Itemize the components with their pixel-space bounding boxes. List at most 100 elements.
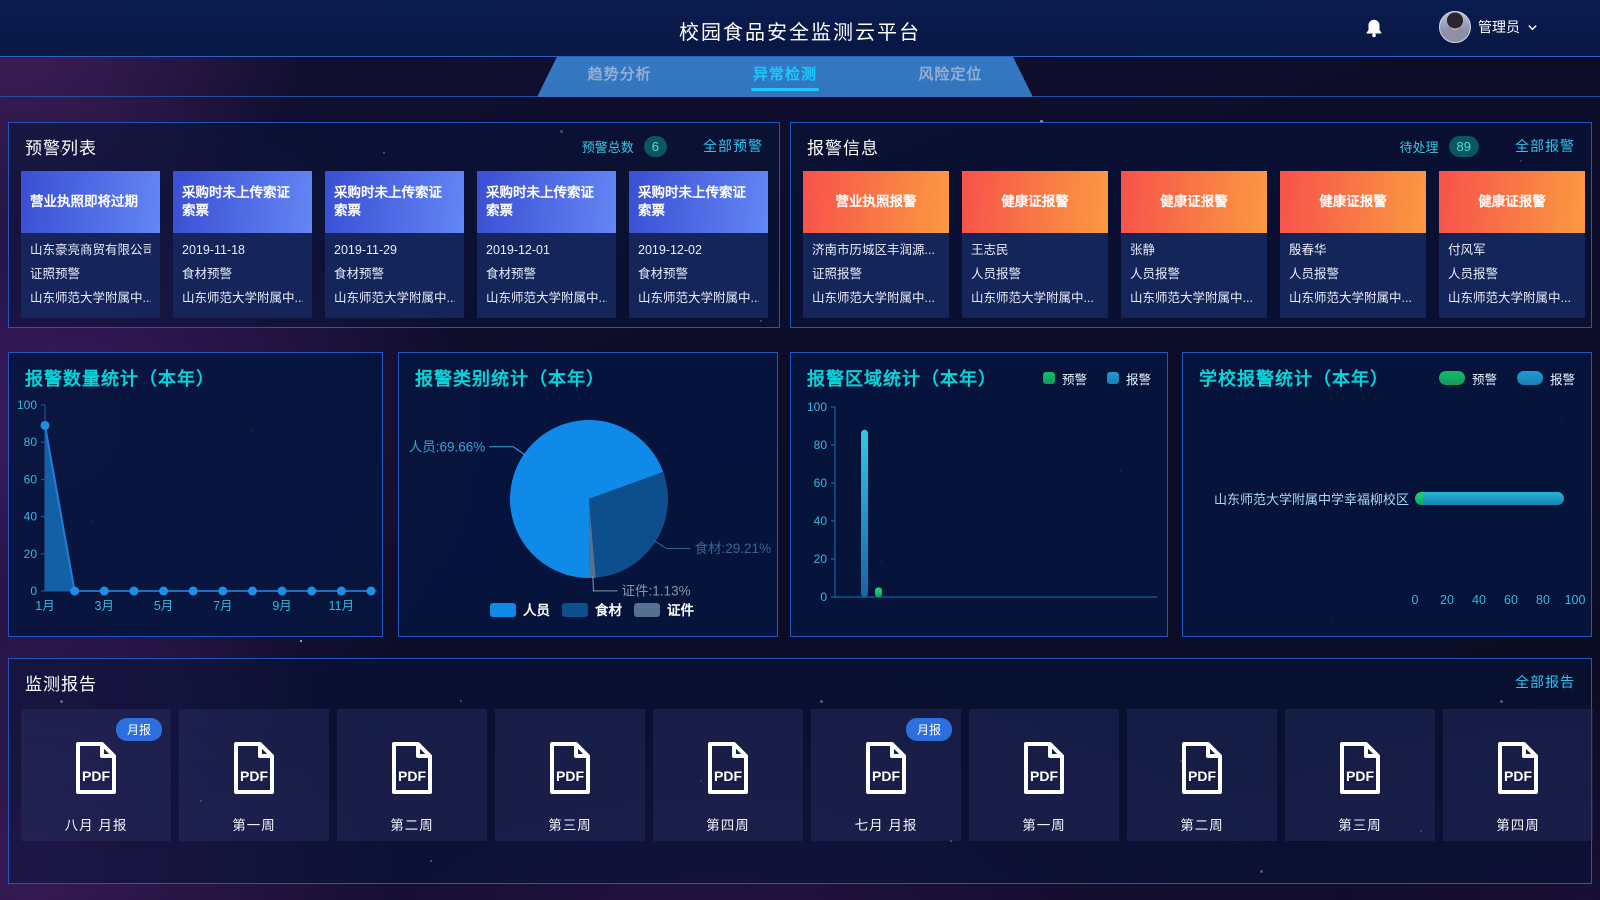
data-point (129, 586, 139, 596)
report-card[interactable]: 月报 PDF 七月 月报 (811, 709, 961, 841)
warn-card[interactable]: 采购时未上传索证索票 2019-12-02 食材预警 山东师范大学附属中... (629, 171, 768, 318)
pie-legend-swatch (490, 603, 516, 617)
pdf-file-icon: PDF (1179, 741, 1225, 800)
all-reports-link[interactable]: 全部报告 (1515, 674, 1575, 690)
all-warnings-link[interactable]: 全部预警 (703, 138, 763, 154)
pdf-icon-text: PDF (398, 768, 426, 784)
card-line-type: 人员报警 (1130, 267, 1181, 281)
alarm-card[interactable]: 健康证报警 张静 人员报警 山东师范大学附属中... (1121, 171, 1267, 318)
report-card[interactable]: 月报 PDF 八月 月报 (21, 709, 171, 841)
card-line-school: 山东师范大学附属中... (334, 291, 455, 305)
warn-card-title: 采购时未上传索证索票 (477, 171, 616, 233)
alarm-cards-row: 营业执照报警 济南市历城区丰润源... 证照报警 山东师范大学附属中... 健康证报警王… (791, 169, 1591, 318)
pdf-icon-text: PDF (1030, 768, 1058, 784)
tab-label: 趋势分析 (587, 66, 652, 83)
report-card[interactable]: PDF 第四周 (1443, 709, 1593, 841)
tab-2[interactable]: 异常检测 (702, 57, 867, 97)
alarm-category-chart-panel: 报警类别统计（本年） 人员:69.66% 食材:29.21% 证件:1.13% 人员 食… (398, 352, 778, 637)
alarm-card-body: 殷春华 人员报警 山东师范大学附属中... (1280, 233, 1426, 318)
bar-segment-alarm (1422, 492, 1564, 505)
report-card-label: 七月 月报 (854, 818, 918, 833)
y-tick-label: 20 (24, 547, 38, 561)
all-alarms-link[interactable]: 全部报警 (1515, 138, 1575, 154)
x-tick-label: 3月 (95, 599, 114, 613)
report-card[interactable]: PDF 第二周 (1127, 709, 1277, 841)
alarm-card-title: 营业执照报警 (803, 171, 949, 233)
y-tick-label: 40 (24, 510, 38, 524)
school-alarm-chart-title: 学校报警统计（本年） (1199, 369, 1389, 389)
warning-count-badge: 6 (643, 135, 667, 157)
warn-card[interactable]: 采购时未上传索证索票 2019-11-18 食材预警 山东师范大学附属中... (173, 171, 312, 318)
warning-list-panel: 预警列表 预警总数 6 全部预警 营业执照即将过期 山东豪亮商贸有限公司 证照预警山… (8, 122, 780, 328)
pie-legend-swatch (562, 603, 588, 617)
bar-alarm (861, 429, 868, 597)
card-line-type: 食材预警 (334, 267, 385, 281)
tab-active-underline (750, 88, 819, 91)
card-line-subject: 2019-11-18 (182, 243, 246, 257)
report-card[interactable]: PDF 第一周 (179, 709, 329, 841)
report-card[interactable]: PDF 第四周 (653, 709, 803, 841)
legend-label: 报警 (1125, 372, 1151, 387)
data-point (247, 586, 257, 596)
alarm-count-line-chart: 0 20 40 60 80 100 1月 3月 5月 7月 9月 11月 (17, 398, 377, 613)
alarm-region-chart-title: 报警区域统计（本年） (807, 369, 997, 389)
data-line (44, 425, 371, 592)
pdf-icon-text: PDF (556, 768, 584, 784)
warn-card-body: 2019-12-02 食材预警 山东师范大学附属中... (629, 233, 768, 318)
x-tick-label: 1月 (35, 599, 54, 613)
monthly-badge: 月报 (115, 718, 162, 741)
bar-warning (875, 587, 882, 597)
x-tick-label: 0 (1411, 593, 1419, 607)
pdf-file-icon: PDF (1021, 741, 1067, 800)
card-line-subject: 山东豪亮商贸有限公司 (30, 243, 151, 257)
alarm-card[interactable]: 健康证报警 付风军 人员报警 山东师范大学附属中... (1439, 171, 1585, 318)
report-card[interactable]: PDF 第二周 (337, 709, 487, 841)
notification-bell-icon[interactable] (1363, 17, 1385, 39)
user-menu[interactable]: 管理员 (1439, 11, 1538, 43)
report-card[interactable]: PDF 第三周 (495, 709, 645, 841)
card-line-school: 山东师范大学附属中... (486, 291, 607, 305)
y-tick-label: 60 (814, 476, 828, 490)
report-card-label: 第三周 (548, 818, 592, 833)
card-line-subject: 2019-12-02 (638, 243, 702, 257)
alarm-card[interactable]: 健康证报警 王志民 人员报警 山东师范大学附属中... (962, 171, 1108, 318)
report-card[interactable]: PDF 第三周 (1285, 709, 1435, 841)
card-line-school: 山东师范大学附属中... (1130, 291, 1253, 305)
school-name-label: 山东师范大学附属中学幸福柳校区 (1213, 492, 1409, 507)
legend-item-报警: 报警 (1106, 369, 1151, 388)
warn-card[interactable]: 采购时未上传索证索票 2019-12-01 食材预警 山东师范大学附属中... (477, 171, 616, 318)
pdf-file-icon: PDF (73, 741, 119, 800)
alarm-card[interactable]: 健康证报警 殷春华 人员报警 山东师范大学附属中... (1280, 171, 1426, 318)
alarm-card-title: 健康证报警 (1121, 171, 1267, 233)
pie-leader-line (489, 446, 526, 456)
x-tick-label: 80 (1536, 593, 1550, 607)
pdf-icon-text: PDF (714, 768, 742, 784)
card-line-school: 山东师范大学附属中... (30, 291, 151, 305)
card-line-school: 山东师范大学附属中... (182, 291, 303, 305)
report-card-label: 第三周 (1338, 818, 1382, 833)
pdf-file-icon: PDF (1495, 741, 1541, 800)
pie-leader-line (653, 539, 691, 549)
x-tick-label: 20 (1440, 593, 1454, 607)
card-line-subject: 2019-11-29 (334, 243, 398, 257)
alarm-card[interactable]: 营业执照报警 济南市历城区丰润源... 证照报警 山东师范大学附属中... (803, 171, 949, 318)
tabs: 趋势分析 异常检测 风险定位 (537, 57, 1033, 97)
warn-card[interactable]: 采购时未上传索证索票 2019-11-29 食材预警 山东师范大学附属中... (325, 171, 464, 318)
pdf-file-icon: PDF (705, 741, 751, 800)
pdf-icon-text: PDF (240, 768, 268, 784)
pdf-icon-text: PDF (872, 768, 900, 784)
data-point (277, 586, 287, 596)
warn-card-title: 采购时未上传索证索票 (629, 171, 768, 233)
card-line-type: 证照报警 (812, 267, 863, 281)
warn-card[interactable]: 营业执照即将过期 山东豪亮商贸有限公司 证照预警 山东师范大学附属中... (21, 171, 160, 318)
pdf-file-icon: PDF (1337, 741, 1383, 800)
pie-slice-食材 (589, 471, 668, 578)
tab-1[interactable]: 趋势分析 (537, 57, 702, 97)
data-point (70, 586, 80, 596)
tab-3[interactable]: 风险定位 (868, 57, 1033, 97)
card-line-school: 山东师范大学附属中... (1448, 291, 1571, 305)
report-card[interactable]: PDF 第一周 (969, 709, 1119, 841)
data-point (159, 586, 169, 596)
card-line-type: 食材预警 (182, 267, 233, 281)
card-line-subject: 付风军 (1448, 243, 1486, 257)
